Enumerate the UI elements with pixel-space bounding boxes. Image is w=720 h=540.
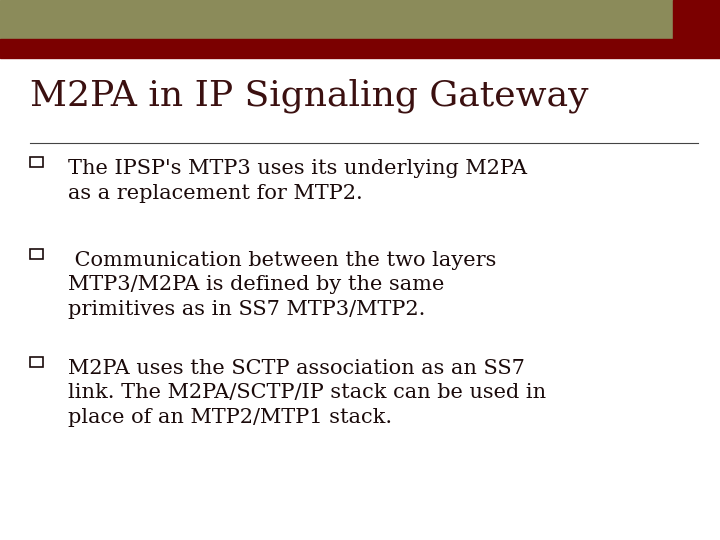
Text: The IPSP's MTP3 uses its underlying M2PA
as a replacement for MTP2.: The IPSP's MTP3 uses its underlying M2PA…: [68, 159, 528, 202]
Text: M2PA in IP Signaling Gateway: M2PA in IP Signaling Gateway: [30, 78, 589, 113]
Text: Communication between the two layers
MTP3/M2PA is defined by the same
primitives: Communication between the two layers MTP…: [68, 251, 497, 319]
Text: M2PA uses the SCTP association as an SS7
link. The M2PA/SCTP/IP stack can be use: M2PA uses the SCTP association as an SS7…: [68, 359, 546, 427]
